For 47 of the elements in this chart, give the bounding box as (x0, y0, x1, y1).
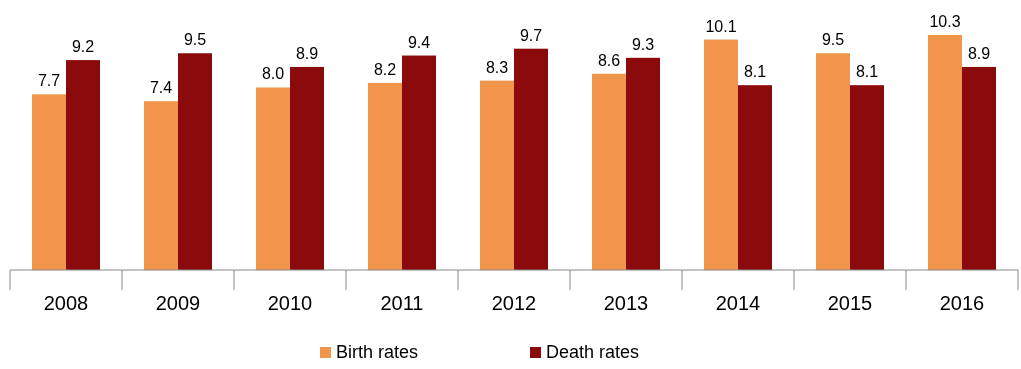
bar (290, 66, 324, 270)
data-label: 8.3 (485, 58, 509, 76)
bar (626, 57, 660, 270)
x-tick-label: 2008 (43, 292, 89, 314)
bar (402, 55, 436, 270)
data-label: 9.4 (407, 33, 431, 51)
x-tick-label: 2011 (380, 292, 424, 314)
data-label: 8.1 (855, 63, 879, 81)
data-label: 8.2 (373, 60, 397, 78)
data-label: 9.2 (71, 38, 95, 56)
data-label: 9.5 (821, 31, 845, 49)
x-tick-label: 2014 (715, 292, 761, 314)
bar (738, 85, 772, 270)
x-tick-label: 2009 (155, 292, 201, 314)
bar (928, 35, 962, 270)
bar (592, 73, 626, 270)
data-label: 8.1 (743, 63, 767, 81)
x-tick-label: 2013 (603, 292, 649, 314)
data-label: 9.3 (631, 35, 655, 53)
data-label: 8.6 (597, 51, 621, 69)
data-label: 9.7 (519, 26, 543, 44)
bar (32, 94, 66, 270)
data-label: 8.9 (967, 44, 991, 62)
bar (816, 53, 850, 270)
bar (144, 101, 178, 270)
x-tick-label: 2010 (267, 292, 313, 314)
data-label: 7.4 (149, 79, 173, 97)
bar (480, 80, 514, 270)
bar (962, 66, 996, 270)
data-label: 10.1 (705, 17, 737, 35)
bar (368, 82, 402, 270)
legend-label: Death rates (546, 342, 640, 362)
data-label: 9.5 (183, 31, 207, 49)
x-tick-label: 2012 (491, 292, 537, 314)
bar (256, 87, 290, 270)
legend-label: Birth rates (336, 342, 419, 362)
x-tick-label: 2016 (939, 292, 985, 314)
x-tick-label: 2015 (827, 292, 873, 314)
data-label: 7.7 (37, 72, 61, 90)
data-label: 8.0 (261, 65, 285, 83)
bar (178, 53, 212, 270)
bar (704, 39, 738, 270)
bar (850, 85, 884, 270)
bar (514, 48, 548, 270)
data-label: 8.9 (295, 44, 319, 62)
data-label: 10.3 (929, 13, 961, 30)
bar (66, 60, 100, 270)
